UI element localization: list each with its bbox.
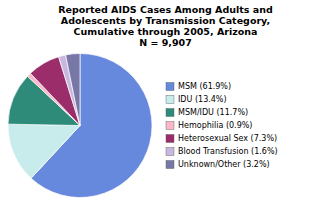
legend-label: MSM (61.9%) xyxy=(178,82,231,91)
title-line: Reported AIDS Cases Among Adults and xyxy=(58,4,273,15)
title-line: Cumulative through 2005, Arizona xyxy=(74,26,258,37)
title-line: Adolescents by Transmission Category, xyxy=(61,15,270,26)
legend-label: MSM/IDU (11.7%) xyxy=(178,108,248,117)
legend-swatch xyxy=(166,135,174,143)
legend-swatch xyxy=(166,109,174,117)
chart: Reported AIDS Cases Among Adults andAdol… xyxy=(0,0,331,204)
legend-label: Hemophilia (0.9%) xyxy=(178,121,252,130)
legend: MSM (61.9%) IDU (13.4%) MSM/IDU (11.7%) Hem… xyxy=(166,82,278,169)
slice xyxy=(8,124,80,178)
title-line: N = 9,907 xyxy=(139,37,192,48)
pie xyxy=(8,53,152,197)
legend-swatch xyxy=(166,148,174,156)
legend-label: Blood Transfusion (1.6%) xyxy=(178,147,278,156)
legend-swatch xyxy=(166,83,174,91)
slice xyxy=(66,54,80,126)
legend-swatch xyxy=(166,161,174,169)
legend-label: Heterosexual Sex (7.3%) xyxy=(178,134,277,143)
legend-label: Unknown/Other (3.2%) xyxy=(178,160,270,169)
legend-swatch xyxy=(166,122,174,130)
legend-label: IDU (13.4%) xyxy=(178,95,227,104)
legend-swatch xyxy=(166,96,174,104)
title: Reported AIDS Cases Among Adults andAdol… xyxy=(58,4,273,48)
